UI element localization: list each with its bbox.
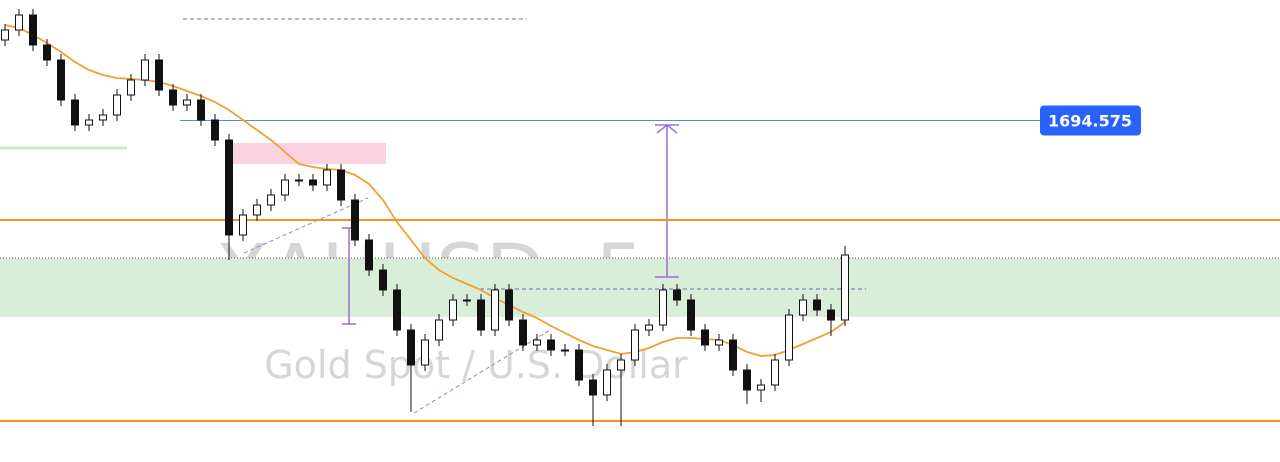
- candle-body: [155, 59, 163, 91]
- candle-body: [449, 299, 457, 321]
- price-label-bg: [1040, 105, 1141, 136]
- candle-body: [15, 14, 23, 31]
- candle-body: [239, 214, 247, 236]
- candle-body: [701, 329, 709, 346]
- candle-body: [43, 44, 51, 61]
- candle-body: [127, 79, 135, 96]
- candle-body: [113, 94, 121, 116]
- candle-body: [323, 169, 331, 186]
- candle-body: [743, 369, 751, 391]
- plot: 1694.575: [0, 9, 1280, 426]
- price-label: 1694.575: [1048, 112, 1132, 131]
- candle-body: [141, 59, 149, 81]
- zone: [0, 258, 1280, 317]
- candle-body: [827, 309, 835, 321]
- candle-body: [183, 99, 191, 106]
- candle-body: [169, 89, 177, 106]
- candle-body: [771, 359, 779, 386]
- candle-body: [295, 179, 303, 182]
- candle-body: [435, 319, 443, 341]
- candle-body: [379, 269, 387, 291]
- candle-body: [659, 289, 667, 326]
- candle-body: [561, 349, 569, 352]
- zone: [232, 143, 386, 164]
- candle-body: [281, 179, 289, 196]
- candle-body: [365, 239, 373, 271]
- candle-body: [799, 299, 807, 316]
- candle-body: [589, 379, 597, 396]
- candle-body: [267, 194, 275, 206]
- candle-body: [603, 369, 611, 396]
- trend-line: [243, 197, 369, 254]
- candle-body: [309, 179, 317, 186]
- candle-body: [785, 314, 793, 361]
- candle-body: [631, 329, 639, 361]
- candle-body: [533, 339, 541, 346]
- trend-line: [413, 329, 551, 414]
- candle-body: [617, 359, 625, 371]
- candle-body: [841, 254, 849, 321]
- candle-body: [757, 384, 765, 391]
- candle-body: [57, 59, 65, 101]
- candle-body: [477, 299, 485, 331]
- candle-body: [673, 289, 681, 301]
- candle-body: [85, 119, 93, 126]
- zones: [0, 143, 1280, 317]
- candle-body: [351, 199, 359, 241]
- candle-body: [729, 339, 737, 371]
- candle-body: [463, 299, 471, 302]
- candle-body: [99, 114, 107, 121]
- candle-body: [505, 289, 513, 321]
- candle-body: [407, 329, 415, 366]
- candle-body: [645, 324, 653, 331]
- candle-body: [337, 169, 345, 201]
- candle-body: [687, 299, 695, 331]
- candle-body: [253, 204, 261, 216]
- candle-body: [491, 289, 499, 331]
- candle-body: [211, 119, 219, 141]
- candle-body: [393, 289, 401, 331]
- candle-body: [715, 339, 723, 346]
- candle-body: [519, 319, 527, 346]
- candle-body: [547, 339, 555, 351]
- candle-body: [575, 349, 583, 381]
- candle-body: [71, 99, 79, 126]
- candle-body: [29, 14, 37, 46]
- candle-body: [813, 299, 821, 311]
- candle-body: [225, 139, 233, 236]
- candle-body: [1, 29, 9, 41]
- candle-body: [421, 339, 429, 366]
- measure-tool: [342, 124, 679, 325]
- candle-body: [197, 99, 205, 121]
